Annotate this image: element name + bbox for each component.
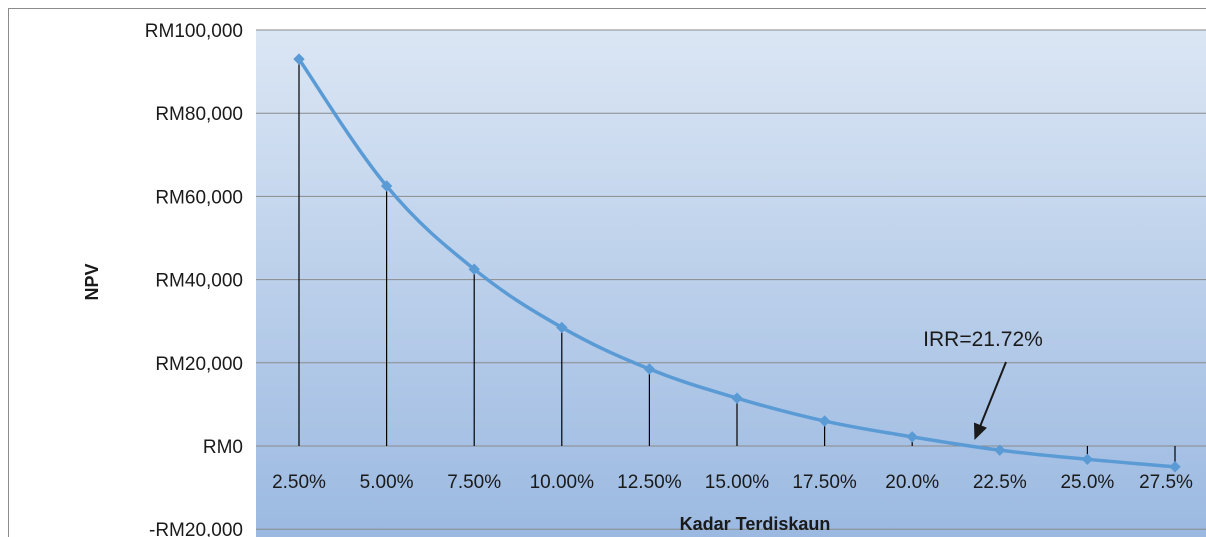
y-tick-label: RM0 (203, 437, 243, 458)
data-markers (293, 53, 1181, 473)
x-tick-label: 17.50% (792, 472, 857, 493)
irr-annotation-arrowhead (973, 422, 987, 440)
x-tick-label: 2.50% (272, 472, 326, 493)
chart-frame (8, 8, 1206, 537)
y-axis-title: NPV (82, 263, 102, 300)
x-tick-label: 22.5% (973, 472, 1027, 493)
x-axis-title: Kadar Terdiskaun (680, 514, 831, 534)
data-point-marker (293, 53, 305, 65)
data-point-marker (994, 444, 1006, 456)
x-tick-label: 20.0% (885, 472, 939, 493)
data-point-marker (643, 363, 656, 375)
y-tick-label: RM60,000 (155, 187, 243, 208)
x-tick-label: 12.50% (617, 472, 682, 493)
y-tick-label: RM100,000 (145, 21, 243, 42)
irr-annotation-arrow (978, 361, 1007, 429)
data-point-marker (1081, 453, 1094, 466)
irr-annotation-text: IRR=21.72% (923, 328, 1043, 351)
y-axis-tick-labels: RM100,000 RM80,000 RM60,000 RM40,000 RM20,00… (145, 21, 243, 537)
x-tick-label: 27.5% (1139, 472, 1193, 493)
x-tick-label: 5.00% (360, 472, 414, 493)
x-axis-tick-labels: 2.50% 5.00% 7.50% 10.00% 12.50% 15.00% 17.50% 2… (272, 472, 1193, 493)
y-tick-label: RM20,000 (155, 354, 243, 375)
x-tick-label: 7.50% (447, 472, 501, 493)
series-line (297, 58, 1176, 469)
gridlines (256, 29, 1206, 530)
x-tick-label: 25.0% (1060, 472, 1114, 493)
x-tick-label: 15.00% (705, 472, 770, 493)
plot-area (256, 30, 1206, 537)
data-point-marker (468, 263, 480, 275)
y-tick-label: RM80,000 (155, 104, 243, 125)
data-point-marker (731, 392, 743, 404)
x-tick-label: 10.00% (530, 472, 595, 493)
y-tick-label: RM40,000 (155, 271, 243, 292)
data-point-marker (380, 180, 393, 192)
data-point-marker (906, 431, 918, 443)
y-tick-label: -RM20,000 (149, 520, 243, 537)
data-point-marker (818, 415, 831, 427)
data-point-marker (556, 321, 568, 334)
data-point-marker (1169, 461, 1181, 473)
irr-annotation: IRR=21.72% (923, 328, 1043, 440)
